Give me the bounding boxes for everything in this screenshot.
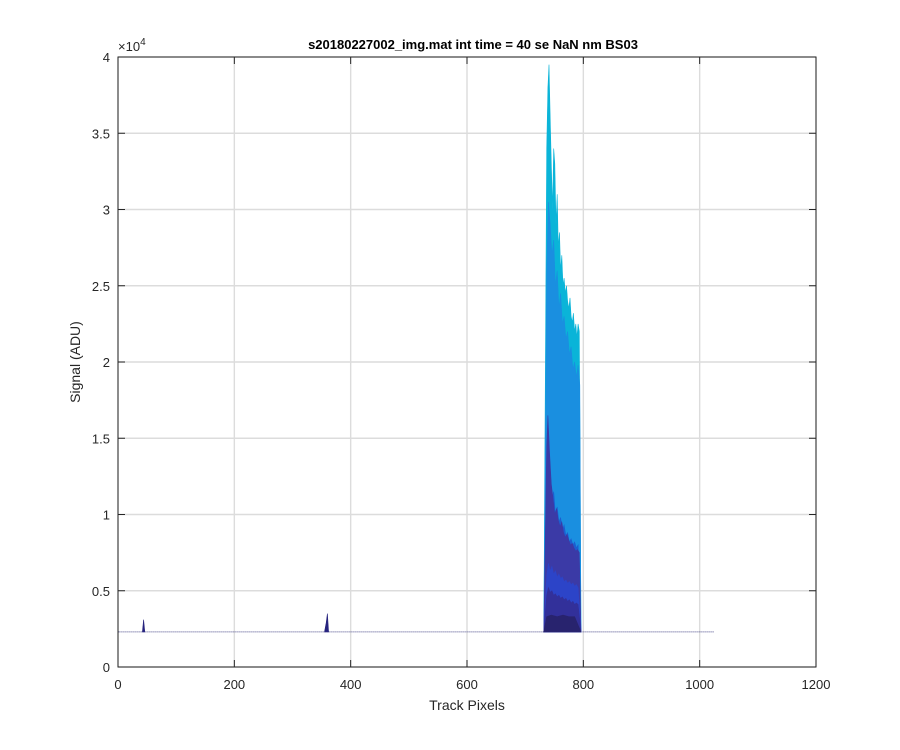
y-axis-label: Signal (ADU) [67,321,83,403]
y-tick-label-6: 3 [103,203,110,218]
y-tick-label-0: 0 [103,660,110,675]
y-tick-label-1: 0.5 [92,584,110,599]
chart-title: s20180227002_img.mat int time = 40 se Na… [308,37,638,52]
y-axis-exponent-base: ×10 [118,39,140,54]
x-tick-label-2: 400 [340,677,362,692]
x-tick-label-0: 0 [114,677,121,692]
x-tick-label-4: 800 [572,677,594,692]
x-axis: 0 200 400 600 800 1000 1200 [114,57,830,692]
y-tick-label-4: 2 [103,355,110,370]
x-tick-label-1: 200 [223,677,245,692]
x-axis-label: Track Pixels [429,697,505,713]
y-tick-label-3: 1.5 [92,431,110,446]
x-tick-label-3: 600 [456,677,478,692]
y-axis: 0 0.5 1 1.5 2 2.5 3 3.5 4 [92,50,816,675]
y-tick-label-2: 1 [103,508,110,523]
data-series [118,64,714,633]
series-area-8 [324,613,329,633]
x-tick-label-6: 1200 [802,677,831,692]
y-tick-label-8: 4 [103,50,110,65]
y-tick-label-7: 3.5 [92,126,110,141]
y-axis-exponent-power: 4 [140,37,146,48]
grid [117,56,817,668]
y-tick-label-5: 2.5 [92,279,110,294]
x-tick-label-5: 1000 [685,677,714,692]
series-area-6 [543,614,582,633]
series-area-7 [142,619,146,633]
y-axis-exponent: ×104 [118,37,146,54]
